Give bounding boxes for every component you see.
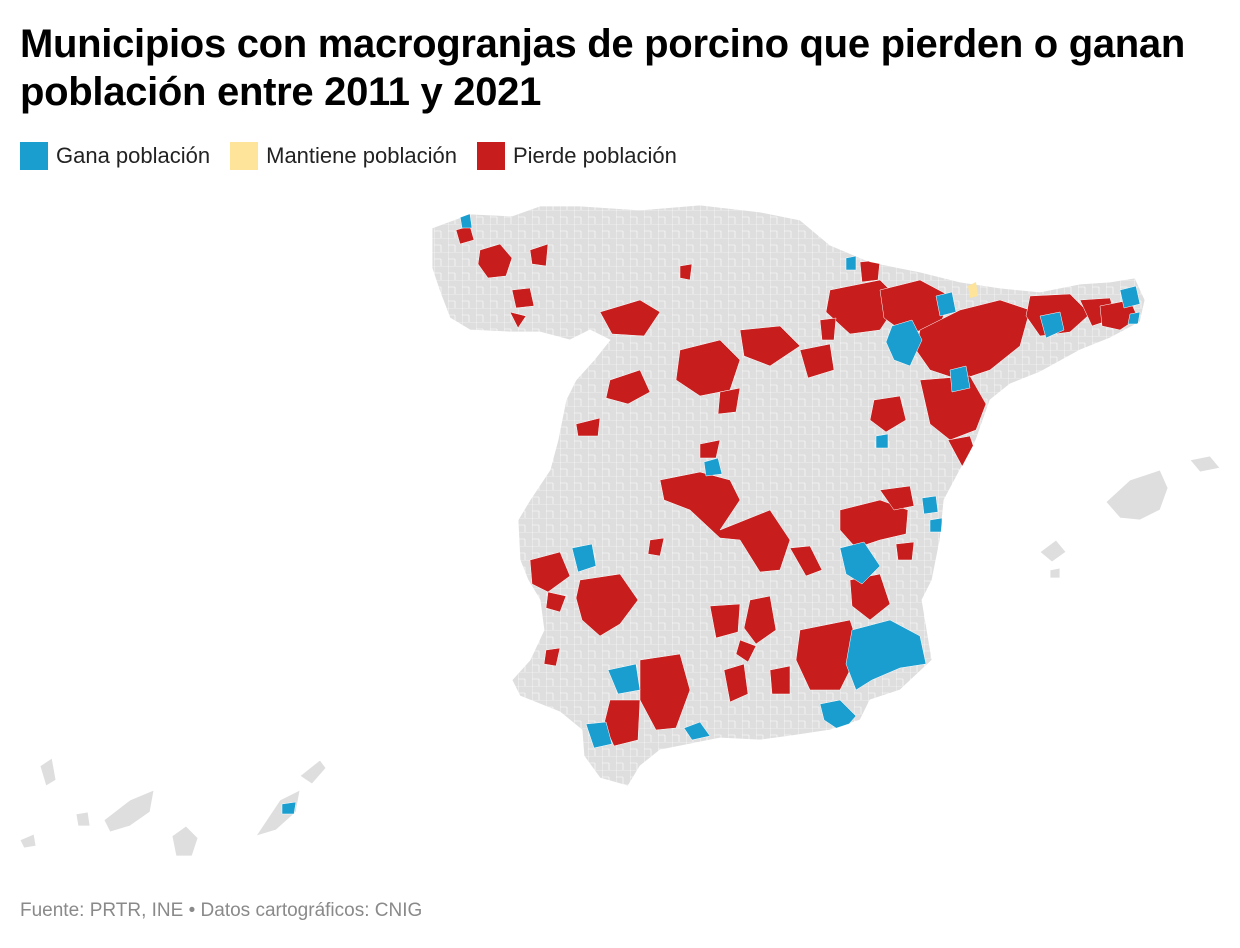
balearic-islands bbox=[1039, 455, 1221, 579]
formentera bbox=[1049, 567, 1061, 579]
mallorca bbox=[1105, 469, 1169, 521]
gran-canaria bbox=[171, 825, 199, 857]
el-hierro bbox=[19, 833, 37, 849]
gain-municipalities bbox=[459, 213, 1141, 749]
la-gomera bbox=[75, 811, 91, 827]
municipal-borders bbox=[432, 205, 1145, 786]
legend-item-same: Mantiene población bbox=[230, 142, 457, 170]
mainland bbox=[431, 204, 1146, 787]
source-note: Fuente: PRTR, INE • Datos cartográficos:… bbox=[20, 900, 423, 921]
legend-swatch-same bbox=[230, 142, 259, 170]
legend: Gana población Mantiene población Pierde… bbox=[20, 142, 677, 170]
same-municipality bbox=[968, 282, 978, 298]
fuerteventura-gain bbox=[281, 801, 297, 815]
legend-label-loss: Pierde población bbox=[512, 143, 677, 168]
legend-swatch-gain bbox=[20, 142, 48, 170]
menorca bbox=[1189, 455, 1221, 473]
chart-title: Municipios con macrogranjas de porcino q… bbox=[20, 22, 1186, 114]
la-palma bbox=[39, 757, 57, 787]
fuerteventura bbox=[255, 789, 301, 837]
legend-swatch-loss bbox=[476, 142, 505, 170]
lanzarote bbox=[299, 759, 327, 785]
legend-label-gain: Gana población bbox=[56, 143, 211, 168]
tenerife bbox=[103, 789, 155, 833]
ibiza bbox=[1039, 539, 1067, 563]
legend-item-loss: Pierde población bbox=[476, 142, 677, 170]
spain-municipalities-map bbox=[19, 204, 1221, 857]
canary-islands bbox=[19, 757, 327, 857]
loss-municipalities bbox=[455, 225, 1139, 747]
legend-label-same: Mantiene población bbox=[266, 143, 457, 168]
legend-item-gain: Gana población bbox=[20, 142, 210, 170]
